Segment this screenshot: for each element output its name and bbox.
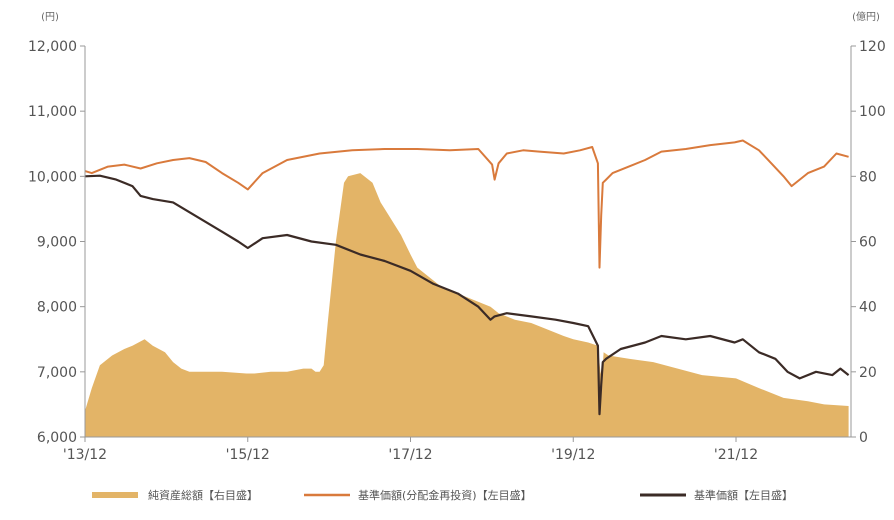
x-tick-label: '15/12 xyxy=(226,447,270,463)
nav-line xyxy=(84,174,850,416)
legend-label-nav-reinvested: 基準価額(分配金再投資)【左目盛】 xyxy=(358,488,532,502)
right-tick-label: 20 xyxy=(859,365,877,381)
x-tick-label: '13/12 xyxy=(63,447,107,463)
axes-layer: 6,000 7,000 8,000 9,000 10,000 11,000 12,000 (円… xyxy=(28,10,886,463)
left-tick-label: 12,000 xyxy=(28,39,77,55)
right-tick-label: 40 xyxy=(859,300,877,316)
x-tick-label: '19/12 xyxy=(551,447,595,463)
right-tick-label: 0 xyxy=(859,430,868,446)
left-axis-unit: (円) xyxy=(41,12,59,23)
right-tick-label: 120 xyxy=(859,39,886,55)
left-tick-label: 9,000 xyxy=(37,235,77,251)
x-tick-label: '21/12 xyxy=(714,447,758,463)
net-assets-area xyxy=(85,173,849,437)
left-tick-label: 10,000 xyxy=(28,169,77,185)
legend-label-nav: 基準価額【左目盛】 xyxy=(694,488,793,502)
net-assets-area-layer xyxy=(85,173,849,437)
left-tick-label: 7,000 xyxy=(37,365,77,381)
legend: 純資産総額【右目盛】 基準価額(分配金再投資)【左目盛】 基準価額【左目盛】 xyxy=(92,488,793,502)
right-axis-unit: (億円) xyxy=(852,10,880,23)
nav-lines-layer xyxy=(84,139,850,416)
left-tick-label: 11,000 xyxy=(28,104,77,120)
right-tick-label: 60 xyxy=(859,235,877,251)
x-tick-label: '17/12 xyxy=(388,447,432,463)
right-tick-label: 100 xyxy=(859,104,886,120)
nav-reinvested-line xyxy=(84,139,849,269)
left-tick-label: 6,000 xyxy=(37,430,77,446)
right-tick-label: 80 xyxy=(859,169,877,185)
left-tick-label: 8,000 xyxy=(37,300,77,316)
legend-label-net-assets: 純資産総額【右目盛】 xyxy=(148,488,258,502)
